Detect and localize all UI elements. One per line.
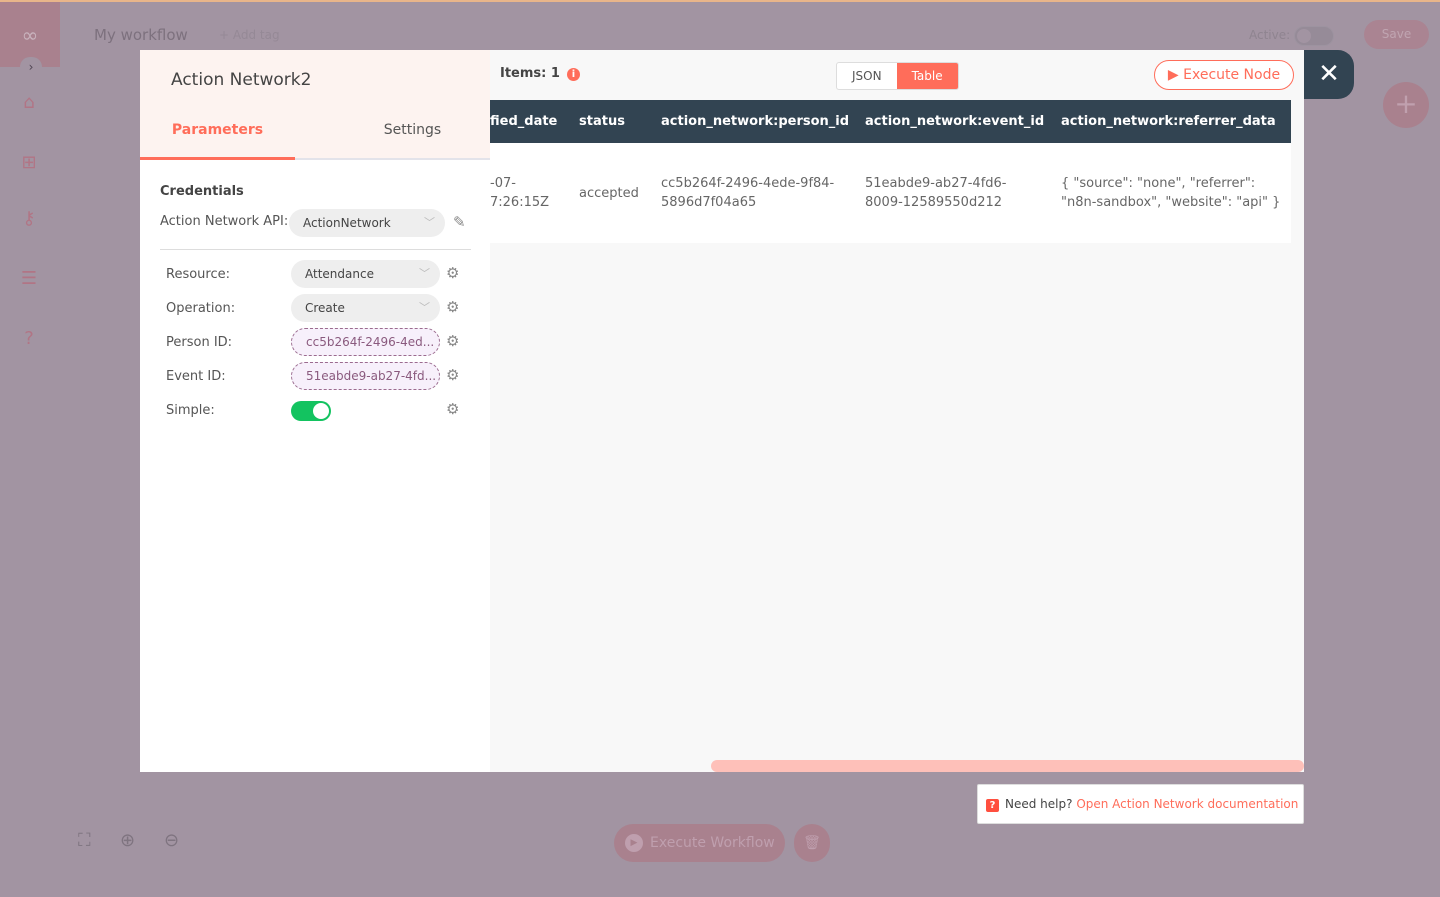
tab-divider — [295, 158, 490, 160]
operation-label: Operation: — [166, 301, 236, 316]
items-count: Items: 1 — [500, 66, 560, 81]
credentials-heading: Credentials — [160, 184, 244, 199]
zoom-in-icon[interactable]: ⊕ — [120, 830, 136, 851]
resource-label: Resource: — [166, 267, 230, 282]
list-icon[interactable]: ☰ — [20, 268, 38, 289]
simple-label: Simple: — [166, 403, 215, 418]
table-header: fied_date status action_network:person_i… — [490, 100, 1291, 143]
node-parameters-panel: Action Network2 Parameters Settings Cred… — [140, 50, 490, 772]
person-id-input[interactable]: cc5b264f-2496-4ed... — [291, 328, 440, 356]
simple-toggle[interactable] — [291, 401, 331, 421]
workflow-title[interactable]: My workflow — [94, 26, 188, 44]
edit-pencil-icon[interactable]: ✎ — [453, 213, 466, 231]
horizontal-scrollbar[interactable] — [711, 760, 1304, 772]
node-header: Action Network2 Parameters Settings — [140, 50, 490, 160]
help-icon[interactable]: ? — [24, 328, 34, 349]
top-border — [0, 0, 1440, 2]
info-icon[interactable]: i — [567, 68, 580, 81]
column-header: status — [579, 114, 625, 129]
divider — [160, 249, 471, 250]
table-cell: -07- 7:26:15Z — [490, 176, 550, 210]
help-prefix: Need help? — [1005, 797, 1073, 811]
chevron-down-icon: ﹀ — [419, 267, 430, 280]
gear-icon[interactable]: ⚙ — [446, 298, 460, 316]
column-header: action_network:referrer_data — [1061, 114, 1276, 129]
n8n-logo[interactable]: ∞ — [0, 2, 60, 67]
column-header: action_network:person_id — [661, 114, 850, 129]
active-label: Active: — [1249, 28, 1291, 42]
chevron-down-icon: ﹀ — [424, 216, 435, 229]
operation-select[interactable]: Create ﹀ — [291, 294, 440, 322]
active-toggle[interactable] — [1294, 26, 1334, 46]
column-header: fied_date — [490, 114, 558, 129]
gear-icon[interactable]: ⚙ — [446, 264, 460, 282]
event-id-input[interactable]: 51eabde9-ab27-4fd... — [291, 362, 440, 390]
gear-icon[interactable]: ⚙ — [446, 366, 460, 384]
table-cell: { "source": "none", "referrer": "n8n-san… — [1061, 176, 1281, 210]
save-button[interactable]: Save — [1364, 20, 1429, 49]
trash-icon[interactable]: 🗑 — [794, 824, 830, 862]
gear-icon[interactable]: ⚙ — [446, 400, 460, 418]
table-cell: cc5b264f-2496-4ede-9f84- 5896d7f04a65 — [661, 176, 835, 210]
key-icon[interactable]: ⚷ — [22, 208, 36, 229]
person-id-label: Person ID: — [166, 335, 233, 350]
question-icon: ? — [986, 799, 999, 812]
tab-parameters[interactable]: Parameters — [140, 120, 295, 160]
view-switch: JSON Table — [836, 62, 959, 90]
documentation-link[interactable]: Open Action Network documentation — [1076, 797, 1299, 811]
chevron-down-icon: ﹀ — [419, 301, 430, 314]
home-icon[interactable]: ⌂ — [23, 92, 35, 113]
view-json-button[interactable]: JSON — [852, 69, 882, 83]
tab-settings[interactable]: Settings — [383, 122, 442, 138]
add-tag-link[interactable]: + Add tag — [219, 28, 280, 42]
resource-select[interactable]: Attendance ﹀ — [291, 260, 440, 288]
table-row: -07- 7:26:15Z accepted cc5b264f-2496-4ed… — [490, 143, 1291, 243]
event-id-label: Event ID: — [166, 369, 226, 384]
table-cell: 51eabde9-ab27-4fd6- 8009-12589550d212 — [865, 176, 1007, 210]
operation-value: Create — [305, 301, 345, 315]
credential-select[interactable]: ActionNetwork ﹀ — [289, 209, 445, 237]
credential-label: Action Network API: — [160, 214, 289, 229]
network-icon[interactable]: ⊞ — [21, 152, 37, 173]
zoom-out-icon[interactable]: ⊖ — [164, 830, 180, 851]
fullscreen-icon[interactable]: ⛶ — [78, 830, 91, 851]
table-cell: accepted — [579, 186, 639, 201]
credential-value: ActionNetwork — [303, 216, 391, 230]
add-node-button[interactable]: + — [1383, 82, 1429, 128]
execute-node-label: Execute Node — [1183, 67, 1281, 83]
play-icon: ▶ — [1167, 67, 1179, 83]
node-title[interactable]: Action Network2 — [171, 70, 312, 90]
output-panel: Items: 1 i JSON Table ▶ Execute Node fie… — [490, 50, 1304, 772]
execute-workflow-button[interactable]: Execute Workflow — [614, 824, 785, 862]
gear-icon[interactable]: ⚙ — [446, 332, 460, 350]
close-icon[interactable]: ✕ — [1304, 50, 1354, 99]
column-header: action_network:event_id — [865, 114, 1045, 129]
execute-node-button[interactable]: ▶ Execute Node — [1154, 60, 1294, 90]
help-box: ? Need help? Open Action Network document… — [977, 784, 1304, 824]
view-table-button[interactable]: Table — [896, 63, 958, 89]
expand-sidebar-chevron-icon[interactable]: › — [20, 57, 42, 77]
resource-value: Attendance — [305, 267, 374, 281]
